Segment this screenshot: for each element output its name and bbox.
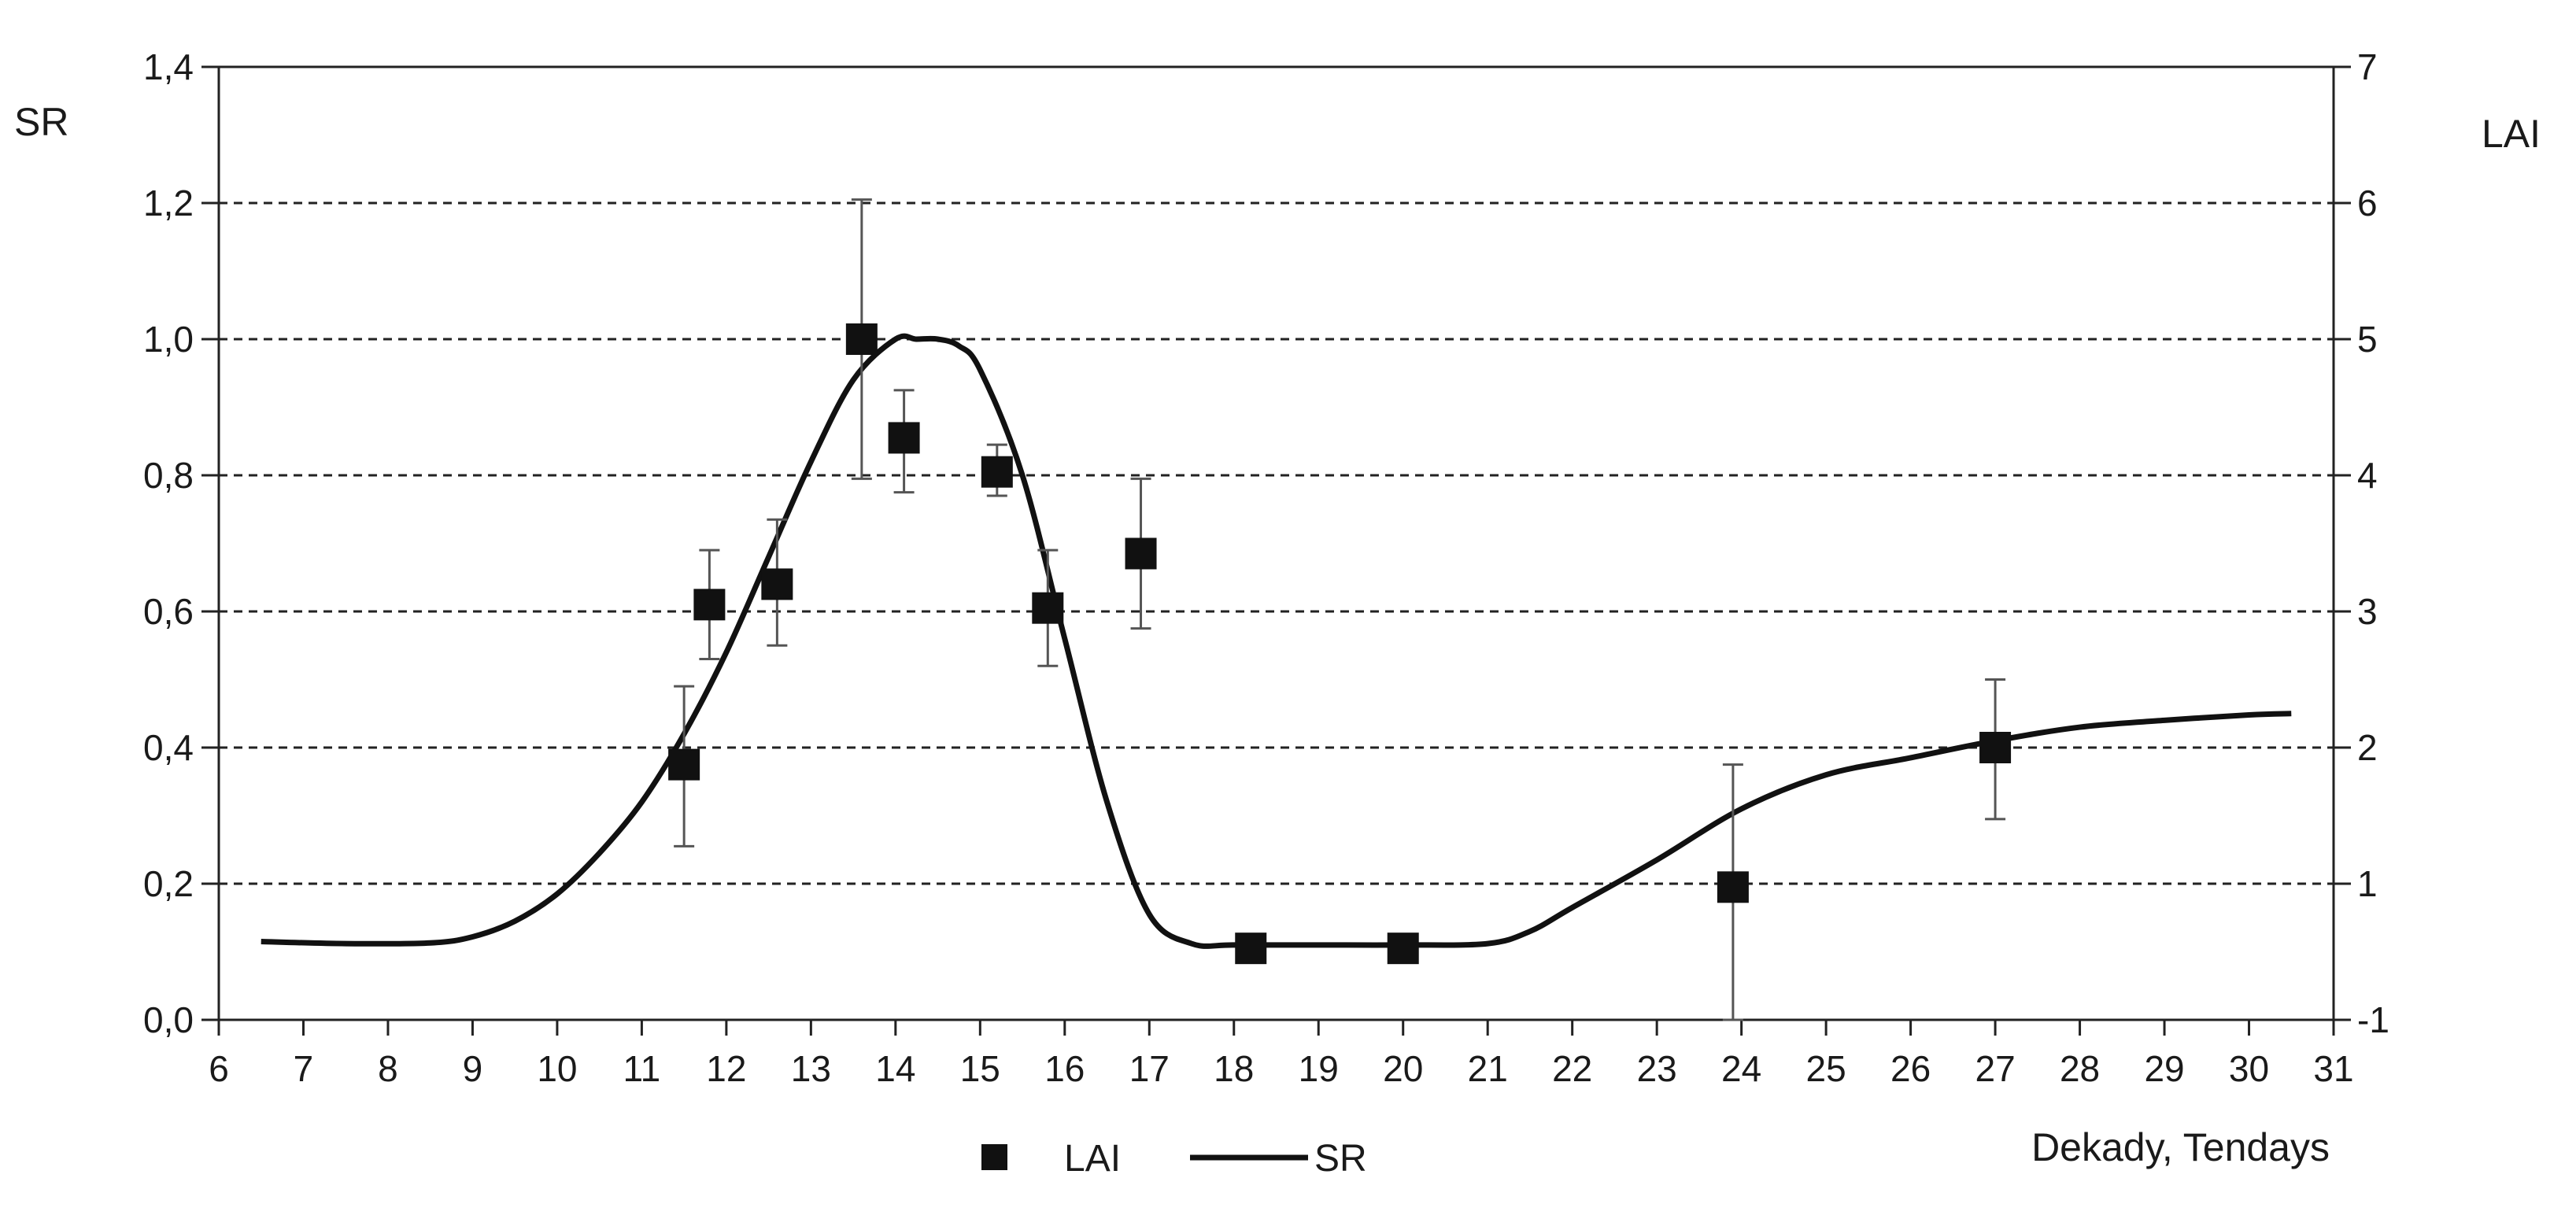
y-left-tick-label: 0,0 xyxy=(143,999,194,1040)
x-tick-label: 26 xyxy=(1890,1048,1931,1089)
x-tick-label: 23 xyxy=(1637,1048,1677,1089)
x-tick-label: 8 xyxy=(378,1048,398,1089)
y-right-tick-label: 4 xyxy=(2357,455,2378,496)
x-tick-label: 14 xyxy=(875,1048,915,1089)
lai-point xyxy=(888,422,920,454)
y-left-tick-label: 0,2 xyxy=(143,863,194,904)
y-right-tick-label: 2 xyxy=(2357,727,2378,768)
lai-point xyxy=(1125,537,1157,570)
y-left-tick-label: 0,8 xyxy=(143,455,194,496)
y-right-tick-label: 3 xyxy=(2357,591,2378,632)
x-tick-label: 19 xyxy=(1299,1048,1339,1089)
x-tick-label: 16 xyxy=(1044,1048,1085,1089)
x-tick-label: 21 xyxy=(1468,1048,1508,1089)
sr-line xyxy=(261,333,2292,949)
y-left-tick-label: 1,0 xyxy=(143,319,194,360)
x-tick-label: 27 xyxy=(1975,1048,2015,1089)
lai-point xyxy=(1717,871,1749,903)
x-tick-label: 30 xyxy=(2229,1048,2269,1089)
y-right-tick-label: 6 xyxy=(2357,183,2378,223)
legend: LAI SR xyxy=(981,1138,1367,1180)
y-left-tick-label: 1,2 xyxy=(143,183,194,223)
lai-point xyxy=(1235,932,1267,965)
x-tick-label: 25 xyxy=(1806,1048,1846,1089)
x-tick-label: 13 xyxy=(791,1048,831,1089)
lai-point xyxy=(668,748,700,781)
legend-lai-marker xyxy=(981,1144,1007,1170)
x-tick-label: 9 xyxy=(463,1048,483,1089)
legend-sr-label: SR xyxy=(1314,1138,1367,1180)
y-axis-left-title: SR xyxy=(14,100,68,144)
lai-point xyxy=(693,589,726,621)
lai-point xyxy=(981,456,1013,488)
x-tick-label: 22 xyxy=(1552,1048,1592,1089)
y-left-tick-label: 0,4 xyxy=(143,727,194,768)
y-right-tick-label: 5 xyxy=(2357,319,2378,360)
y-axis-right-title: LAI xyxy=(2482,112,2541,156)
x-tick-label: 12 xyxy=(706,1048,746,1089)
x-tick-label: 17 xyxy=(1129,1048,1170,1089)
y-left-tick-label: 0,6 xyxy=(143,591,194,632)
x-tick-label: 31 xyxy=(2313,1048,2353,1089)
lai-point xyxy=(1387,932,1419,965)
grid-lines xyxy=(219,65,2334,885)
y-right-tick-label: 1 xyxy=(2357,863,2378,904)
x-tick-label: 18 xyxy=(1214,1048,1254,1089)
x-tick-label: 29 xyxy=(2144,1048,2184,1089)
lai-point xyxy=(845,323,878,355)
x-tick-label: 11 xyxy=(623,1048,661,1089)
x-axis-title: Dekady, Tendays xyxy=(2031,1125,2330,1169)
x-tick-label: 10 xyxy=(537,1048,577,1089)
y-left-tick-label: 1,4 xyxy=(143,46,194,87)
y-right-tick-label: 7 xyxy=(2357,46,2378,87)
series-layer xyxy=(261,198,2292,1021)
x-tick-label: 15 xyxy=(960,1048,1000,1089)
lai-point xyxy=(1979,732,2012,763)
axes xyxy=(201,65,2351,1036)
lai-point xyxy=(761,568,793,600)
y-right-tick-label: -1 xyxy=(2357,999,2389,1040)
x-tick-label: 20 xyxy=(1383,1048,1423,1089)
x-tick-label: 7 xyxy=(294,1048,314,1089)
lai-point xyxy=(1032,592,1064,624)
legend-lai-label: LAI xyxy=(1064,1138,1121,1180)
x-tick-label: 24 xyxy=(1721,1048,1761,1089)
x-tick-label: 28 xyxy=(2060,1048,2100,1089)
x-tick-label: 6 xyxy=(209,1048,229,1089)
